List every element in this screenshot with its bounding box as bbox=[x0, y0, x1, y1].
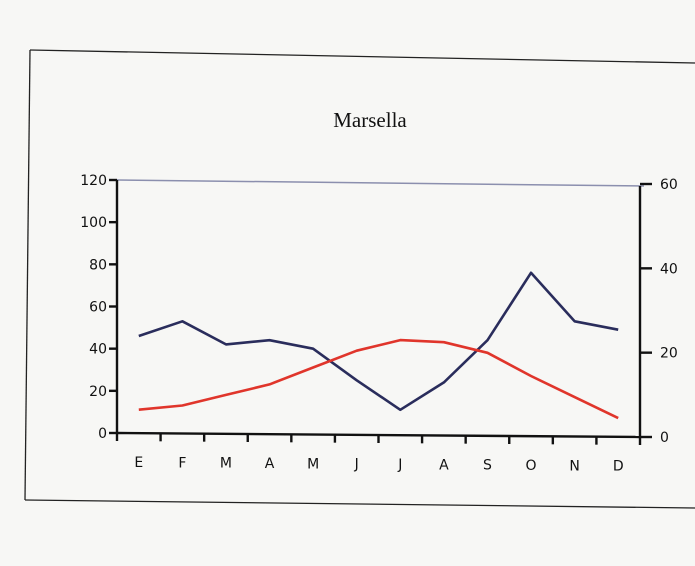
left-y-tick-label: 100 bbox=[80, 215, 107, 231]
x-tick-label: F bbox=[178, 455, 186, 471]
right-y-tick-label: 60 bbox=[660, 177, 678, 193]
right-y-tick-label: 0 bbox=[660, 430, 669, 446]
left-y-tick-label: 120 bbox=[80, 173, 107, 189]
x-tick-label: D bbox=[613, 459, 624, 475]
series-line-dark-blue bbox=[138, 271, 619, 412]
chart-title: Marsella bbox=[333, 108, 407, 132]
left-y-tick-label: 20 bbox=[89, 384, 107, 400]
plot-area: 0 20 40 60 80 100 120 0 20 40 60 E F M A M J J A S O N D bbox=[80, 173, 678, 475]
x-tick-label: J bbox=[354, 457, 359, 473]
left-y-tick-label: 0 bbox=[98, 426, 107, 442]
left-y-tick-label: 40 bbox=[89, 342, 107, 358]
x-tick-label: N bbox=[569, 458, 579, 474]
x-tick-label: S bbox=[483, 458, 492, 474]
x-tick-label: E bbox=[134, 455, 143, 471]
right-y-tick-label: 40 bbox=[660, 261, 678, 277]
x-tick-label: M bbox=[307, 456, 319, 472]
figure-frame bbox=[24, 49, 695, 509]
right-y-tick-label: 20 bbox=[660, 346, 678, 362]
x-tick-label: A bbox=[265, 456, 275, 472]
plot-top-border bbox=[116, 179, 645, 187]
x-tick-label: A bbox=[439, 457, 449, 473]
series-line-red bbox=[138, 338, 619, 420]
x-tick-label: O bbox=[526, 458, 537, 474]
left-y-tick-label: 80 bbox=[89, 257, 107, 273]
left-y-tick-label: 60 bbox=[89, 300, 107, 316]
x-tick-label: M bbox=[220, 456, 232, 472]
x-tick-label: J bbox=[397, 457, 402, 473]
